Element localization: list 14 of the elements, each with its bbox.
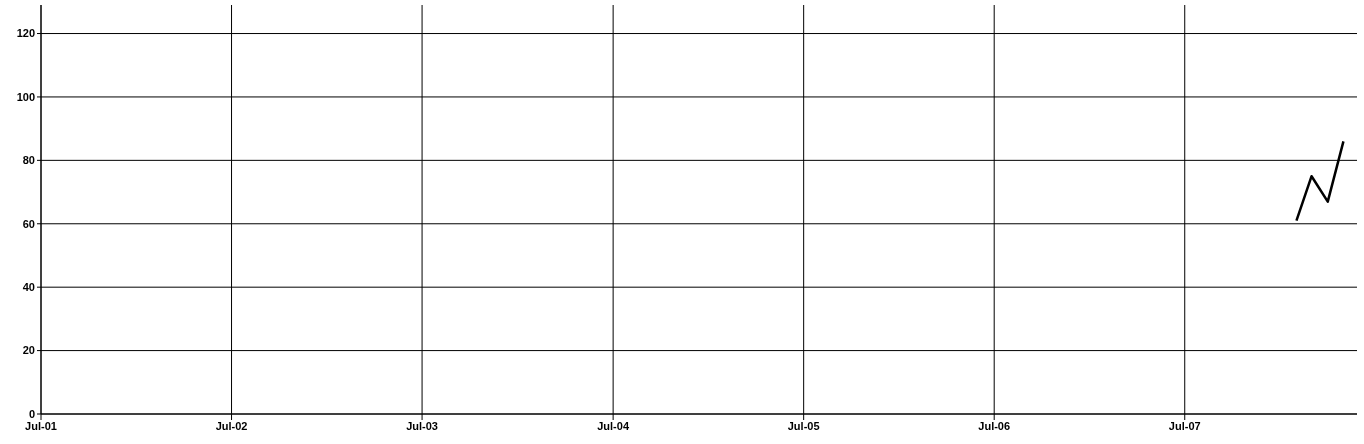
y-tick-label: 20 — [22, 344, 35, 357]
y-tick-label: 120 — [16, 27, 35, 40]
y-tick-label: 80 — [22, 154, 35, 167]
x-tick-label: Jul-07 — [1168, 419, 1201, 432]
y-tick-label: 60 — [22, 217, 35, 230]
y-tick-label: 40 — [22, 281, 35, 294]
x-tick-label: Jul-02 — [215, 419, 248, 432]
x-tick-label: Jul-01 — [25, 419, 57, 432]
x-tick-label: Jul-04 — [597, 419, 630, 432]
y-tick-label: 100 — [16, 90, 35, 103]
x-tick-label: Jul-03 — [406, 419, 438, 432]
x-tick-label: Jul-05 — [787, 419, 820, 432]
y-tick-label: 0 — [28, 407, 35, 420]
x-tick-label: Jul-06 — [978, 419, 1011, 432]
